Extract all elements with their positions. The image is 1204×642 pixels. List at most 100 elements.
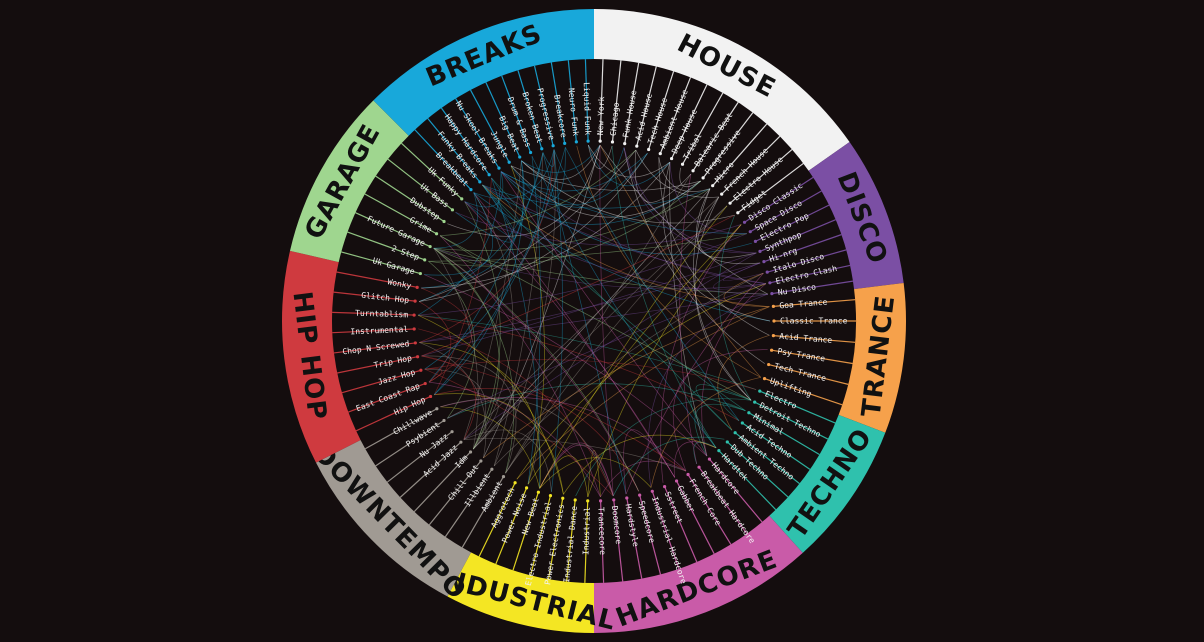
connection-line <box>611 145 717 448</box>
subgenre-label-trip-hop: Trip Hop <box>373 353 413 370</box>
connection-line <box>527 156 541 485</box>
spoke-dot <box>758 389 762 393</box>
ring-segment-garage <box>289 100 409 263</box>
connection-line <box>693 441 717 465</box>
spoke-dot <box>412 327 416 331</box>
ring-segment-breaks <box>373 9 594 136</box>
spoke-disco-italo-disco <box>767 249 847 273</box>
spoke-dot <box>419 368 423 372</box>
connection-line <box>418 233 747 316</box>
spoke-disco-nu-disco <box>771 280 854 295</box>
connection-line <box>587 450 601 497</box>
connection-line <box>505 173 692 474</box>
connection-line <box>439 235 601 497</box>
spoke-dot <box>768 281 772 285</box>
spoke-dot <box>428 394 433 399</box>
spoke-downtempo-chill-out <box>428 460 482 526</box>
spoke-garage-grime <box>364 193 437 235</box>
ring-segment-disco <box>808 142 904 290</box>
spoke-hip-hop-glitch-hop <box>333 291 416 302</box>
connection-line <box>694 196 752 401</box>
connection-line <box>679 167 701 188</box>
spoke-hip-hop-jazz-hop <box>341 369 422 394</box>
connection-line <box>717 334 770 431</box>
connection-line <box>521 144 601 173</box>
spoke-dot <box>524 486 529 490</box>
subgenre-label-classic-trance: Classic Trance <box>780 317 848 326</box>
spoke-dot <box>548 494 553 498</box>
spoke-dot <box>711 184 715 188</box>
ring-segment-downtempo <box>316 439 471 597</box>
spoke-breaks-broken-beat <box>517 70 543 149</box>
connection-line <box>464 171 504 208</box>
spoke-hip-hop-east-coast-rap <box>348 382 426 413</box>
spoke-industrial-power-noise <box>495 487 528 565</box>
connection-line <box>463 160 522 440</box>
connection-line <box>473 149 555 200</box>
connection-line <box>599 144 762 378</box>
spoke-disco-hi-nrg <box>763 234 842 263</box>
spoke-dot <box>528 150 533 155</box>
spoke-downtempo-illbient <box>444 468 493 538</box>
spoke-house-acid-house <box>636 66 657 147</box>
connection-line <box>419 153 648 302</box>
spoke-dot <box>586 499 590 503</box>
spoke-breaks-progressive <box>533 65 554 146</box>
spoke-downtempo-nu-jazz <box>386 431 453 483</box>
connection-line <box>440 397 687 472</box>
spoke-dot <box>697 465 701 469</box>
connection-line <box>660 224 742 483</box>
spoke-dot <box>468 450 473 454</box>
spoke-hardcore-industrial-hardcore <box>651 491 680 570</box>
connection-line <box>418 149 637 302</box>
connection-line <box>455 184 514 243</box>
spoke-hip-hop-hip-hop <box>355 395 431 432</box>
connection-line <box>662 162 771 322</box>
connection-line <box>723 272 770 308</box>
connection-line <box>419 149 555 343</box>
connection-line <box>447 283 767 419</box>
spoke-downtempo-idm <box>413 451 471 513</box>
connection-line <box>464 184 517 239</box>
subgenre-label-acid-trance: Acid Trance <box>779 332 833 345</box>
spoke-dot <box>753 239 758 243</box>
spoke-dot <box>650 489 654 493</box>
spoke-garage-future-garage <box>355 212 431 248</box>
ring-segment-industrial <box>447 552 594 633</box>
connection-line <box>510 165 701 218</box>
connection-line <box>418 314 740 421</box>
spoke-dot <box>701 176 705 180</box>
subgenre-label-2-step: 2 Step <box>390 244 420 262</box>
spoke-breaks-happy-hardcore <box>440 107 490 176</box>
spoke-breaks-jungle <box>469 89 510 163</box>
spoke-dot <box>478 180 482 184</box>
connection-line <box>695 384 752 431</box>
connection-line <box>693 188 752 401</box>
connection-line <box>455 211 742 246</box>
spoke-dot <box>770 292 774 296</box>
connection-line <box>623 147 765 364</box>
spoke-house-tech-house <box>648 71 675 150</box>
spoke-trance-uplifting <box>764 378 843 406</box>
connection-line <box>505 438 539 485</box>
connection-line <box>421 214 735 357</box>
spoke-dot <box>669 156 674 161</box>
genre-label-downtempo: DOWNTEMPO <box>307 438 473 606</box>
connection-line <box>473 192 771 322</box>
spoke-garage-uk-funky <box>401 142 463 200</box>
connection-line <box>500 153 648 192</box>
spoke-breaks-neuro-funk <box>567 60 577 142</box>
connection-line <box>718 215 752 401</box>
spoke-disco-electro-pop <box>755 204 830 242</box>
subgenre-label-turntablism: Turntablism <box>355 309 408 320</box>
connection-line <box>433 247 767 290</box>
connection-line <box>500 171 767 285</box>
connection-line <box>647 293 769 488</box>
connection-line <box>434 393 564 495</box>
spoke-house-fidget <box>737 162 804 214</box>
spoke-hardcore-trancecore <box>599 500 605 583</box>
spoke-downtempo-ambient <box>461 476 505 548</box>
connection-line <box>565 147 740 421</box>
spoke-dot <box>638 493 642 497</box>
spoke-breaks-funky-breaks <box>427 118 481 183</box>
